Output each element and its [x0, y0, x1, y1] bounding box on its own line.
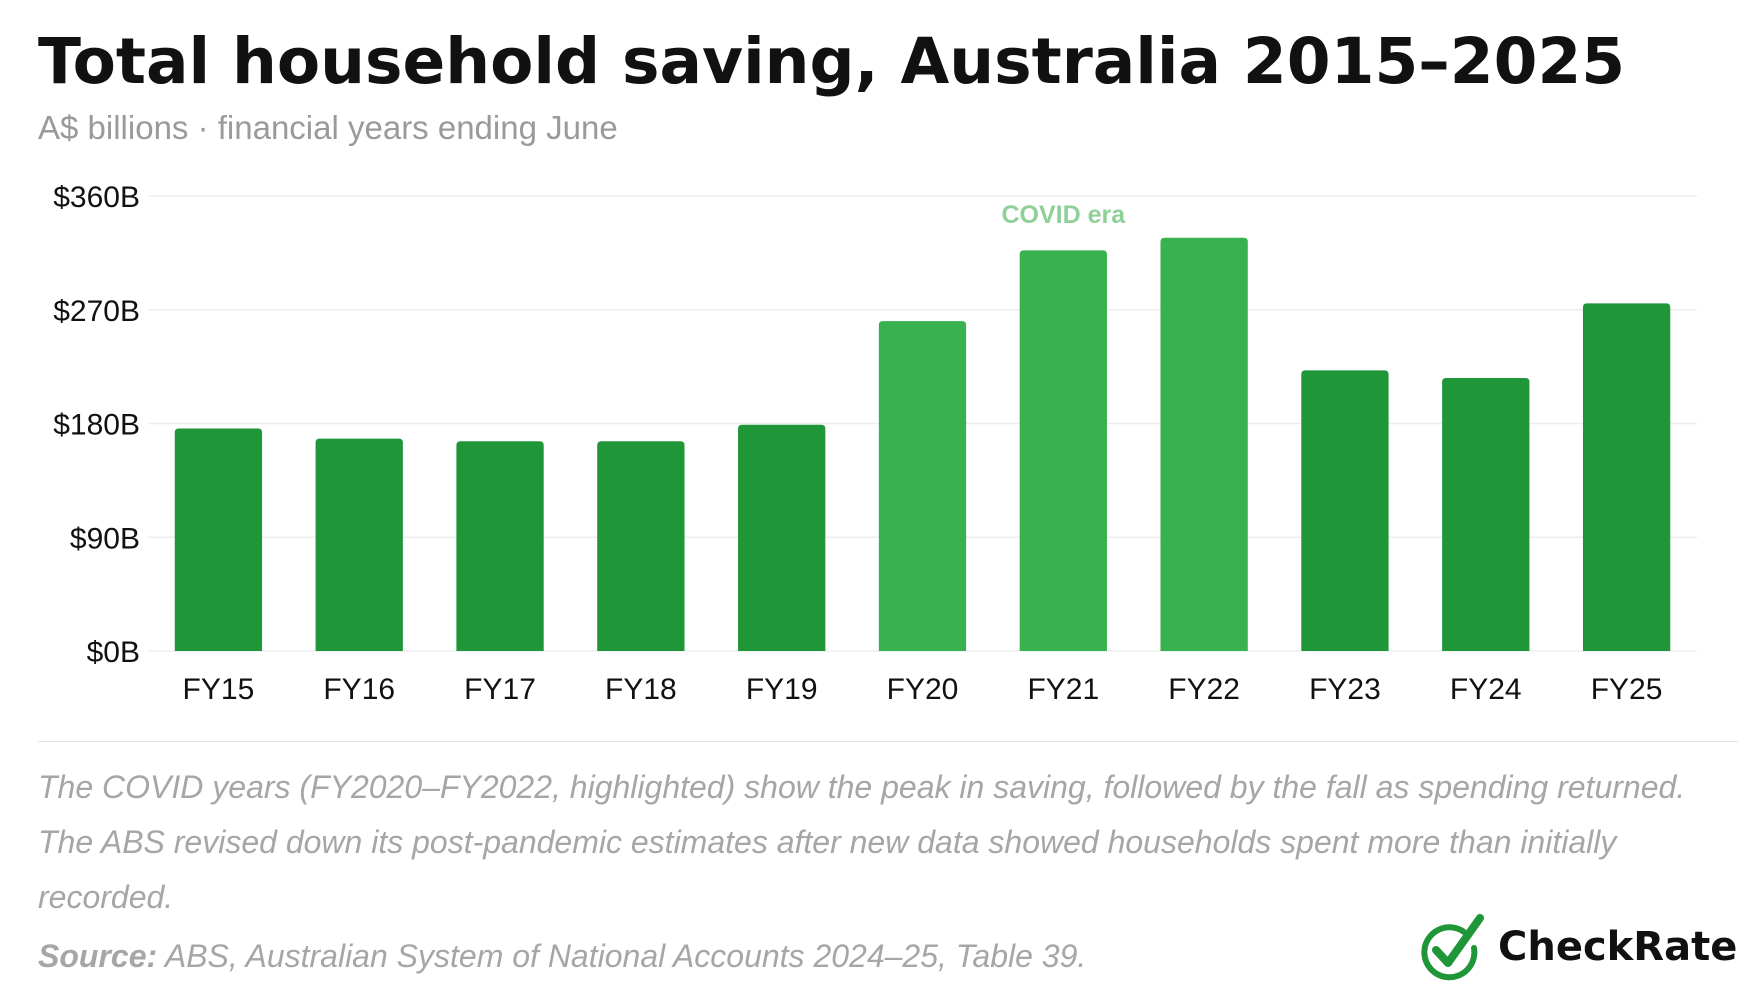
chart-title: Total household saving, Australia 2015–2…	[38, 25, 1626, 98]
bar-fy17	[456, 441, 544, 651]
bar-fy24	[1442, 378, 1530, 651]
bars	[174, 237, 1671, 652]
y-tick-label: $360B	[53, 181, 140, 214]
y-tick-label: $0B	[87, 636, 140, 669]
y-tick-label: $90B	[70, 522, 140, 555]
y-tick-label: $270B	[53, 295, 140, 328]
x-tick-label: FY15	[183, 673, 255, 706]
y-axis-ticks: $0B $90B $180B $270B $360B	[53, 181, 140, 669]
bar-fy16	[315, 438, 403, 651]
x-tick-label: FY18	[605, 673, 677, 706]
y-tick-label: $180B	[53, 409, 140, 442]
bar-fy20	[878, 321, 967, 651]
bar-fy22	[1160, 237, 1248, 652]
x-tick-label: FY17	[464, 673, 536, 706]
bar-fy15	[174, 428, 263, 651]
bar-fy19	[738, 424, 826, 651]
bar-fy23	[1301, 370, 1389, 651]
bar-chart: $0B$90B$180B$270B$360B FY15 FY16 FY17 FY18 F…	[53, 181, 1697, 706]
source-line: Source: ABS, Australian System of Nation…	[38, 934, 1086, 978]
source-text: ABS, Australian System of National Accou…	[164, 938, 1087, 974]
x-tick-label: FY24	[1450, 673, 1522, 706]
logo-text: CheckRate	[1498, 924, 1738, 970]
covid-era-annotation: COVID era	[1001, 201, 1126, 229]
x-tick-label: FY22	[1168, 673, 1240, 706]
source-label: Source:	[38, 938, 158, 974]
bar-fy21	[1019, 250, 1107, 651]
x-tick-label: FY23	[1309, 673, 1381, 706]
bar-fy18	[597, 441, 685, 651]
x-tick-label: FY16	[323, 673, 395, 706]
checkmark-circle-icon	[1421, 914, 1484, 981]
x-tick-label: FY25	[1591, 673, 1663, 706]
chart-note: The COVID years (FY2020–FY2022, highligh…	[38, 769, 1686, 915]
x-axis-ticks: FY15 FY16 FY17 FY18 FY19 FY20 FY21 FY22 FY23 FY24…	[183, 673, 1663, 706]
chart-subtitle: A$ billions · financial years ending Jun…	[38, 109, 618, 146]
bar-fy25	[1582, 303, 1671, 651]
x-tick-label: FY20	[887, 673, 959, 706]
x-tick-label: FY21	[1027, 673, 1099, 706]
x-tick-label: FY19	[746, 673, 818, 706]
footer-divider	[38, 741, 1738, 742]
checkrate-logo: CheckRate	[1418, 912, 1737, 982]
